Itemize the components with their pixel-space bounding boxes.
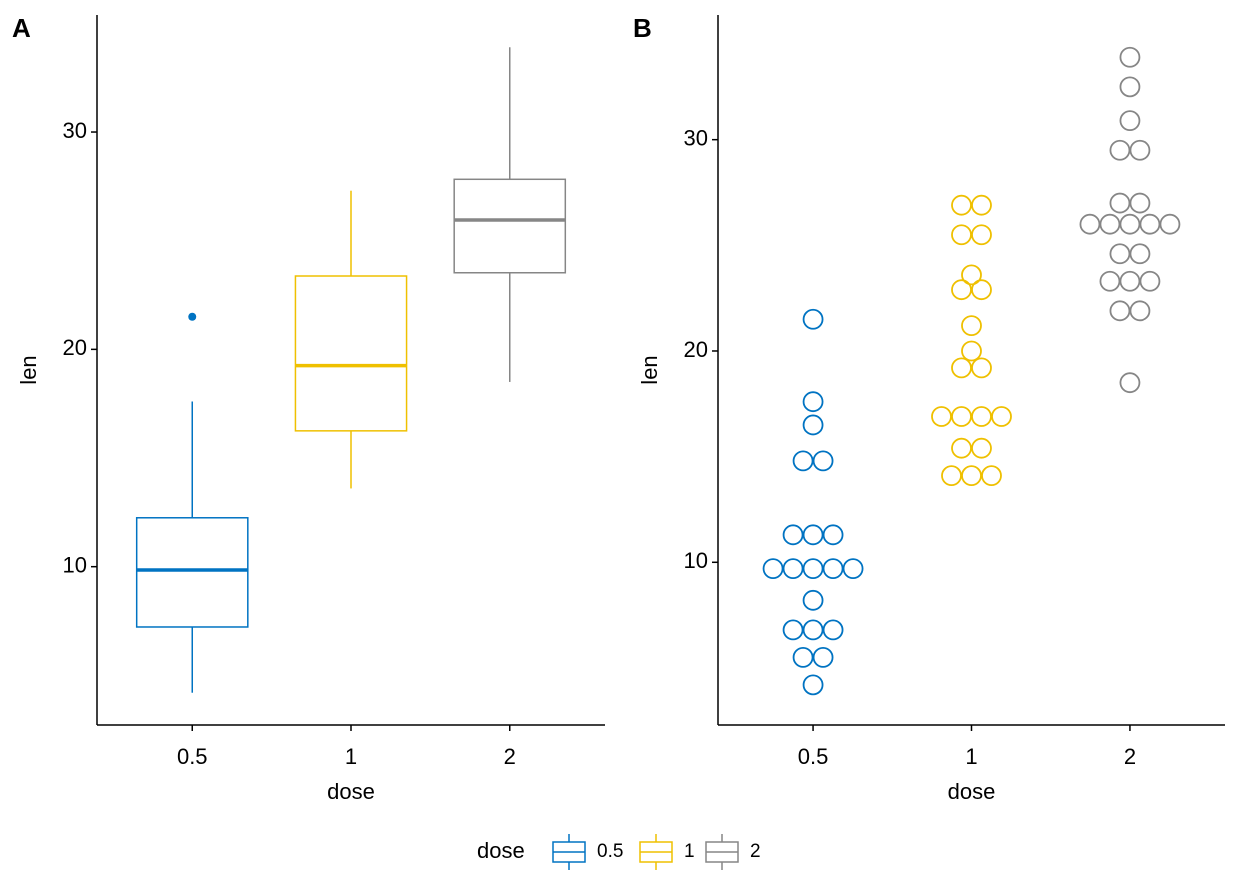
dot: [941, 465, 962, 487]
legend-label: 0.5: [597, 841, 623, 862]
dot: [1129, 243, 1151, 265]
y-axis-title: len: [637, 355, 662, 384]
dot: [822, 524, 844, 546]
dot: [1109, 300, 1131, 322]
box: [135, 517, 249, 628]
box: [453, 178, 567, 274]
dot: [782, 524, 804, 546]
x-axis-title: dose: [948, 779, 996, 804]
dot: [762, 558, 784, 580]
y-tick-label: 20: [63, 335, 87, 360]
x-tick-label: 2: [1124, 744, 1136, 769]
dot: [991, 406, 1012, 427]
dot: [792, 450, 814, 472]
dot: [822, 619, 844, 641]
y-tick-label: 10: [684, 548, 708, 573]
dot: [782, 619, 804, 641]
dot: [782, 558, 804, 580]
legend-label: 2: [750, 841, 761, 862]
dot: [951, 224, 972, 246]
dot: [961, 465, 982, 487]
box: [294, 275, 408, 432]
y-tick-label: 10: [63, 552, 87, 577]
y-tick-label: 20: [684, 337, 708, 362]
dot: [961, 315, 982, 337]
dot: [951, 406, 972, 427]
dot: [842, 558, 864, 580]
dot: [1129, 192, 1151, 214]
dot: [971, 224, 992, 246]
y-tick-label: 30: [63, 118, 87, 143]
dot: [951, 357, 972, 379]
x-tick-label: 0.5: [177, 744, 208, 769]
dot: [1109, 243, 1131, 265]
y-axis-title: len: [16, 355, 41, 384]
dot: [1119, 213, 1141, 235]
dot: [1129, 300, 1151, 322]
dot: [1099, 270, 1121, 292]
dot: [1119, 110, 1141, 132]
dot: [802, 414, 824, 436]
dot: [812, 450, 834, 472]
y-tick-label: 30: [684, 125, 708, 150]
dot: [931, 406, 952, 427]
outlier: [188, 312, 197, 321]
dot: [1119, 372, 1141, 394]
legend-label: 1: [684, 841, 695, 862]
x-tick-label: 1: [345, 744, 357, 769]
x-tick-label: 1: [965, 744, 977, 769]
panel-tag: A: [12, 13, 31, 43]
dot: [802, 674, 824, 696]
dot: [971, 437, 992, 459]
dot: [951, 279, 972, 301]
dot: [822, 558, 844, 580]
dot: [1109, 192, 1131, 214]
dot: [971, 406, 992, 427]
dot: [951, 437, 972, 459]
dot: [812, 646, 834, 668]
legend-title: dose: [477, 838, 525, 863]
dot: [802, 558, 824, 580]
x-tick-label: 2: [504, 744, 516, 769]
dot: [981, 465, 1002, 487]
dot: [802, 391, 824, 413]
x-tick-label: 0.5: [798, 744, 829, 769]
panel-tag: B: [633, 13, 652, 43]
dot: [1109, 139, 1131, 161]
dot: [802, 524, 824, 546]
dot: [961, 340, 982, 362]
dot: [1099, 213, 1121, 235]
x-axis-title: dose: [327, 779, 375, 804]
dot: [1159, 213, 1181, 235]
dot: [1139, 270, 1161, 292]
dot: [961, 264, 982, 286]
dot: [802, 589, 824, 611]
dot: [1119, 270, 1141, 292]
dot: [971, 194, 992, 216]
dot: [802, 308, 824, 330]
dot: [792, 646, 814, 668]
dot: [1119, 76, 1141, 98]
dot: [1119, 46, 1141, 68]
dot: [802, 619, 824, 641]
dot: [1139, 213, 1161, 235]
dot: [951, 194, 972, 216]
dot: [1129, 139, 1151, 161]
dot: [971, 357, 992, 379]
dot: [1079, 213, 1101, 235]
dot: [971, 279, 992, 301]
